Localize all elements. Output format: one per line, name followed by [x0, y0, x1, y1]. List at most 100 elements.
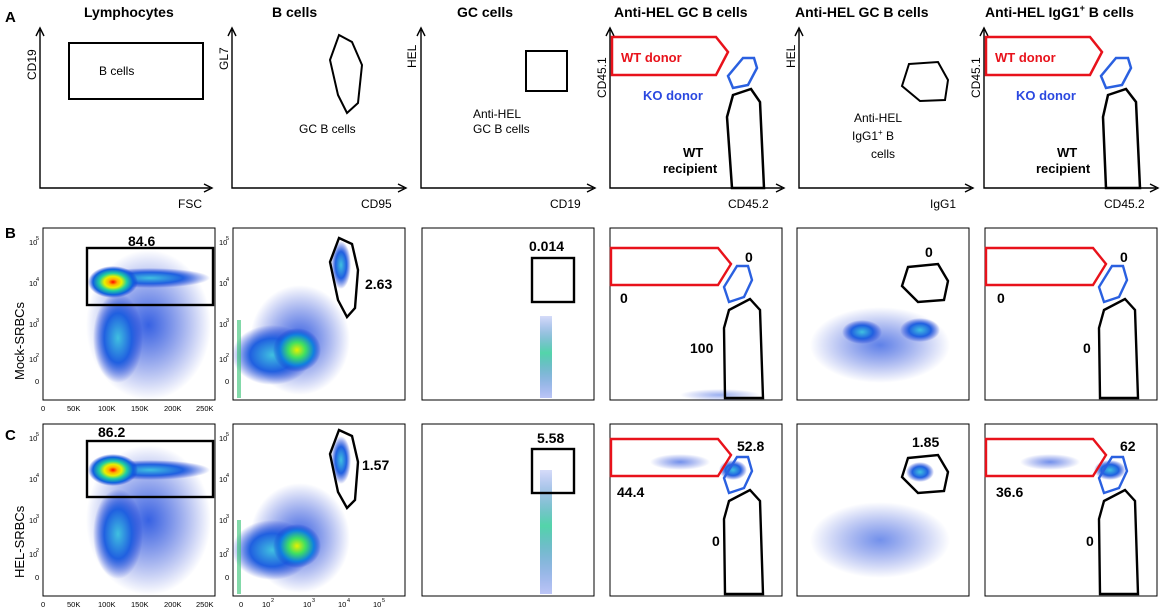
gate-value-igg1-b: 0 — [925, 244, 933, 260]
gate-value-ko-c: 52.8 — [737, 438, 764, 454]
gate-label-b-cells: B cells — [99, 64, 134, 78]
axis-label-cd45-1: CD45.1 — [595, 57, 609, 98]
axis-label-cd19-x: CD19 — [550, 197, 581, 211]
schematic-gates-cd45-1 — [610, 35, 766, 190]
svg-text:5: 5 — [36, 432, 39, 438]
svg-text:4: 4 — [347, 598, 350, 604]
panel-title-anti-hel-gc-2: Anti-HEL GC B cells — [795, 4, 929, 20]
panel-title-gc-cells: GC cells — [457, 4, 513, 20]
svg-text:10: 10 — [219, 550, 227, 559]
svg-text:10: 10 — [219, 434, 227, 443]
svg-text:10: 10 — [303, 600, 311, 609]
density-lymphocytes-mock — [86, 250, 211, 400]
gate-label-wt-recipient-1: WT — [683, 145, 703, 160]
svg-text:5: 5 — [36, 236, 39, 242]
svg-text:0: 0 — [225, 377, 229, 386]
gate-value-gc-c: 1.57 — [362, 457, 389, 473]
panel-title-b-cells: B cells — [272, 4, 317, 20]
svg-text:0: 0 — [239, 600, 243, 609]
schematic-gate-anti-hel — [525, 50, 568, 92]
svg-text:10: 10 — [219, 320, 227, 329]
svg-text:4: 4 — [226, 473, 229, 479]
svg-text:10: 10 — [29, 475, 37, 484]
svg-text:150K: 150K — [131, 404, 149, 413]
gate-label-anti-hel-2: GC B cells — [473, 122, 530, 136]
svg-text:150K: 150K — [131, 600, 149, 609]
svg-text:10: 10 — [219, 516, 227, 525]
schematic-gates-cd45-1-b — [984, 35, 1142, 190]
axis-label-cd45-1-b: CD45.1 — [969, 57, 983, 98]
svg-text:2: 2 — [36, 353, 39, 359]
gate-value-lymph-c: 86.2 — [98, 424, 125, 440]
svg-text:0: 0 — [35, 377, 39, 386]
row-title-mock: Mock-SRBCs — [12, 301, 27, 380]
svg-text:10: 10 — [29, 516, 37, 525]
gate-label-ko-donor: KO donor — [643, 88, 703, 103]
svg-text:10: 10 — [219, 279, 227, 288]
svg-text:3: 3 — [36, 318, 39, 324]
gate-label-ko-donor-b: KO donor — [1016, 88, 1076, 103]
gate-label-wt-donor-b: WT donor — [995, 50, 1056, 65]
svg-text:5: 5 — [226, 432, 229, 438]
svg-text:2: 2 — [226, 353, 229, 359]
gate-value-gc-b: 2.63 — [365, 276, 392, 292]
panel-title-anti-hel-gc-1: Anti-HEL GC B cells — [614, 4, 748, 20]
gate-label-wt-donor: WT donor — [621, 50, 682, 65]
density-gc-hel — [540, 470, 552, 594]
gate-label-gc-b-cells: GC B cells — [299, 122, 356, 136]
row-label-c: C — [5, 427, 16, 444]
gate-value-wt-recipient-igg1-c: 0 — [1086, 533, 1094, 549]
svg-text:10: 10 — [219, 238, 227, 247]
gate-label-wt-recipient-b-2: recipient — [1036, 161, 1091, 176]
gate-value-lymph-b: 84.6 — [128, 233, 155, 249]
gate-label-wt-recipient-2: recipient — [663, 161, 718, 176]
density-gc-mock — [540, 316, 552, 398]
svg-text:5: 5 — [382, 598, 385, 604]
density-igg1-hel — [810, 462, 950, 578]
svg-text:5: 5 — [226, 236, 229, 242]
svg-text:3: 3 — [312, 598, 315, 604]
svg-text:0: 0 — [35, 573, 39, 582]
gate-value-anti-hel-c: 5.58 — [537, 430, 564, 446]
density-lymphocytes-hel — [86, 445, 211, 595]
svg-text:10: 10 — [29, 355, 37, 364]
gate-value-igg1-c: 1.85 — [912, 434, 939, 450]
svg-text:200K: 200K — [164, 404, 182, 413]
schematic-gate-igg1 — [900, 60, 950, 103]
svg-text:50K: 50K — [67, 404, 80, 413]
axis-label-cd19: CD19 — [25, 49, 39, 80]
svg-text:3: 3 — [226, 514, 229, 520]
gates-row-b — [85, 236, 1140, 400]
density-igg1-mock — [810, 307, 950, 383]
gate-value-wt-donor-igg1-c: 36.6 — [996, 484, 1023, 500]
axis-label-gl7: GL7 — [217, 47, 231, 70]
svg-text:100K: 100K — [98, 404, 116, 413]
svg-text:4: 4 — [36, 473, 39, 479]
schematic-axes — [35, 26, 1160, 193]
svg-text:3: 3 — [226, 318, 229, 324]
svg-text:200K: 200K — [164, 600, 182, 609]
svg-text:4: 4 — [226, 277, 229, 283]
svg-text:10: 10 — [373, 600, 381, 609]
svg-text:10: 10 — [29, 279, 37, 288]
svg-text:10: 10 — [29, 434, 37, 443]
gate-value-wt-recipient-b: 100 — [690, 340, 714, 356]
svg-text:10: 10 — [29, 238, 37, 247]
gate-value-ko-b: 0 — [745, 249, 753, 265]
axis-ticks-cd95: 0 10 2 10 3 10 4 10 5 — [239, 598, 385, 609]
axis-label-cd45-2-b: CD45.2 — [1104, 197, 1145, 211]
schematic-gate-gc — [328, 33, 364, 115]
gate-label-anti-hel-igg1-1: Anti-HEL — [854, 111, 902, 125]
svg-text:10: 10 — [29, 550, 37, 559]
gate-value-wt-donor-b: 0 — [620, 290, 628, 306]
svg-text:250K: 250K — [196, 404, 214, 413]
axis-label-igg1: IgG1 — [930, 197, 956, 211]
svg-text:3: 3 — [36, 514, 39, 520]
gate-value-ko-igg1-c: 62 — [1120, 438, 1136, 454]
axis-ticks-log-y: 105 104 103 102 0 105 104 103 102 0 105 … — [29, 236, 229, 582]
axis-label-fsc: FSC — [178, 197, 202, 211]
svg-text:2: 2 — [36, 548, 39, 554]
panel-title-anti-hel-igg1: Anti-HEL IgG1+ B cells — [985, 3, 1134, 20]
svg-text:10: 10 — [219, 355, 227, 364]
